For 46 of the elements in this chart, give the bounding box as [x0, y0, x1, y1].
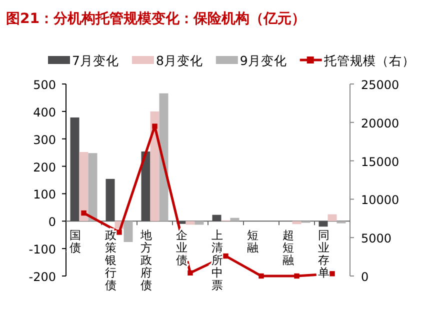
y2-tick-label: 25000	[361, 78, 400, 92]
y-tick-label: 0	[48, 215, 56, 230]
x-tick-label: 地方政府债	[139, 228, 152, 292]
y2-tick-label: 15000	[361, 154, 400, 169]
point	[152, 124, 158, 129]
point	[116, 230, 122, 235]
y-tick-label: 500	[33, 78, 56, 92]
bar	[124, 221, 133, 242]
legend-label: 8月变化	[156, 53, 203, 68]
y-tick-label: 400	[33, 105, 56, 120]
point	[188, 270, 193, 276]
bar	[159, 93, 168, 222]
y2-tick-label: 20000	[361, 116, 400, 130]
legend-label: 9月变化	[240, 53, 287, 68]
chart-title: 图21：分机构托管规模变化：保险机构（亿元）	[6, 10, 306, 27]
legend-label: 托管规模（右）	[322, 53, 415, 68]
x-tick-label: 短融	[246, 228, 259, 255]
y2-tick-label: 5000	[361, 232, 392, 246]
bar	[88, 153, 98, 222]
y-tick-label: -200	[28, 270, 56, 284]
legend-label: 7月变化	[72, 53, 119, 68]
y-tick-label: 300	[33, 132, 56, 147]
point	[223, 253, 228, 259]
bar	[70, 117, 80, 222]
y2-tick-label: 0	[361, 270, 369, 284]
bar	[186, 221, 195, 225]
y2-tick-label: 10000	[361, 193, 400, 208]
y-tick-label: -100	[28, 242, 56, 257]
bar	[141, 151, 150, 222]
bar	[292, 221, 302, 224]
point	[81, 210, 86, 216]
x-tick-label: 超短融	[282, 228, 294, 268]
bar	[106, 178, 115, 222]
y-tick-label: 100	[33, 188, 56, 202]
point	[258, 273, 264, 279]
bar	[212, 214, 222, 222]
bar	[318, 221, 328, 227]
y-tick-label: 200	[33, 160, 56, 174]
point	[330, 271, 335, 276]
bar	[328, 214, 337, 222]
bar	[230, 218, 240, 222]
bar	[194, 221, 204, 225]
bar	[79, 152, 88, 222]
point	[294, 273, 300, 279]
x-tick-label: 政策银行债	[104, 228, 117, 292]
x-tick-label: 国债	[69, 228, 82, 255]
